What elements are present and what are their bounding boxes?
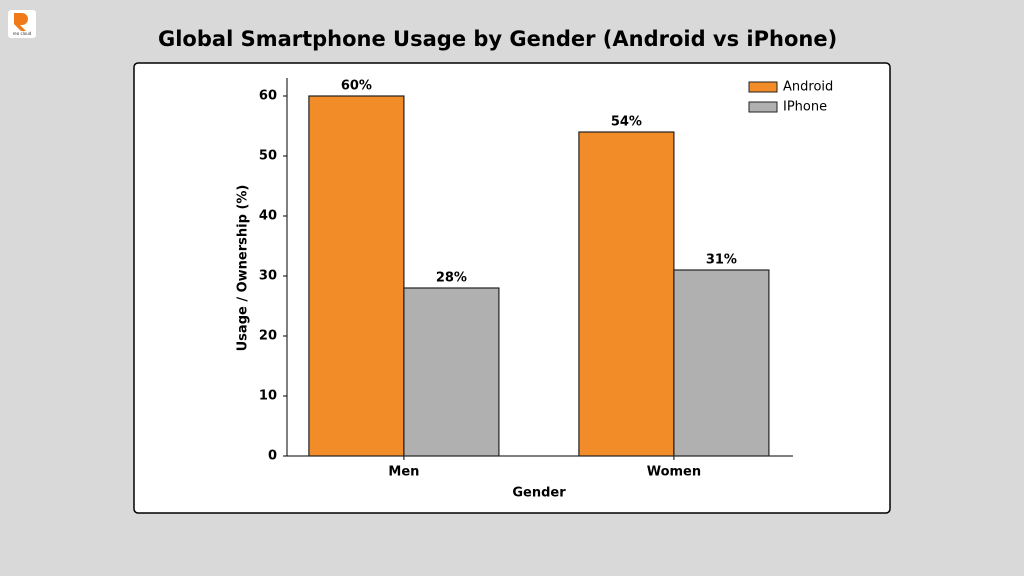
- bar: [308, 95, 405, 457]
- x-tick-label: Men: [388, 465, 419, 480]
- bar: [578, 131, 675, 457]
- y-tick-label: 60: [259, 89, 277, 104]
- x-tick-label: Women: [647, 465, 701, 480]
- y-axis-label: Usage / Ownership (%): [236, 185, 251, 352]
- chart-title: Global Smartphone Usage by Gender (Andro…: [158, 27, 837, 51]
- legend-swatch: [748, 81, 778, 93]
- y-tick-label: 50: [259, 149, 277, 164]
- bar: [673, 269, 770, 457]
- legend-label: Android: [783, 80, 833, 95]
- logo-text: reo cloud: [13, 31, 32, 36]
- value-label: 31%: [706, 253, 737, 268]
- y-tick-label: 0: [268, 449, 277, 464]
- legend-swatch: [748, 101, 778, 113]
- bar: [403, 287, 500, 457]
- value-label: 54%: [611, 115, 642, 130]
- value-label: 60%: [341, 79, 372, 94]
- y-tick-label: 20: [259, 329, 277, 344]
- legend-label: IPhone: [783, 100, 827, 115]
- y-tick-label: 10: [259, 389, 277, 404]
- value-label: 28%: [436, 271, 467, 286]
- y-tick-label: 30: [259, 269, 277, 284]
- x-axis-label: Gender: [512, 486, 566, 501]
- logo-mark: [14, 13, 28, 31]
- y-tick-label: 40: [259, 209, 277, 224]
